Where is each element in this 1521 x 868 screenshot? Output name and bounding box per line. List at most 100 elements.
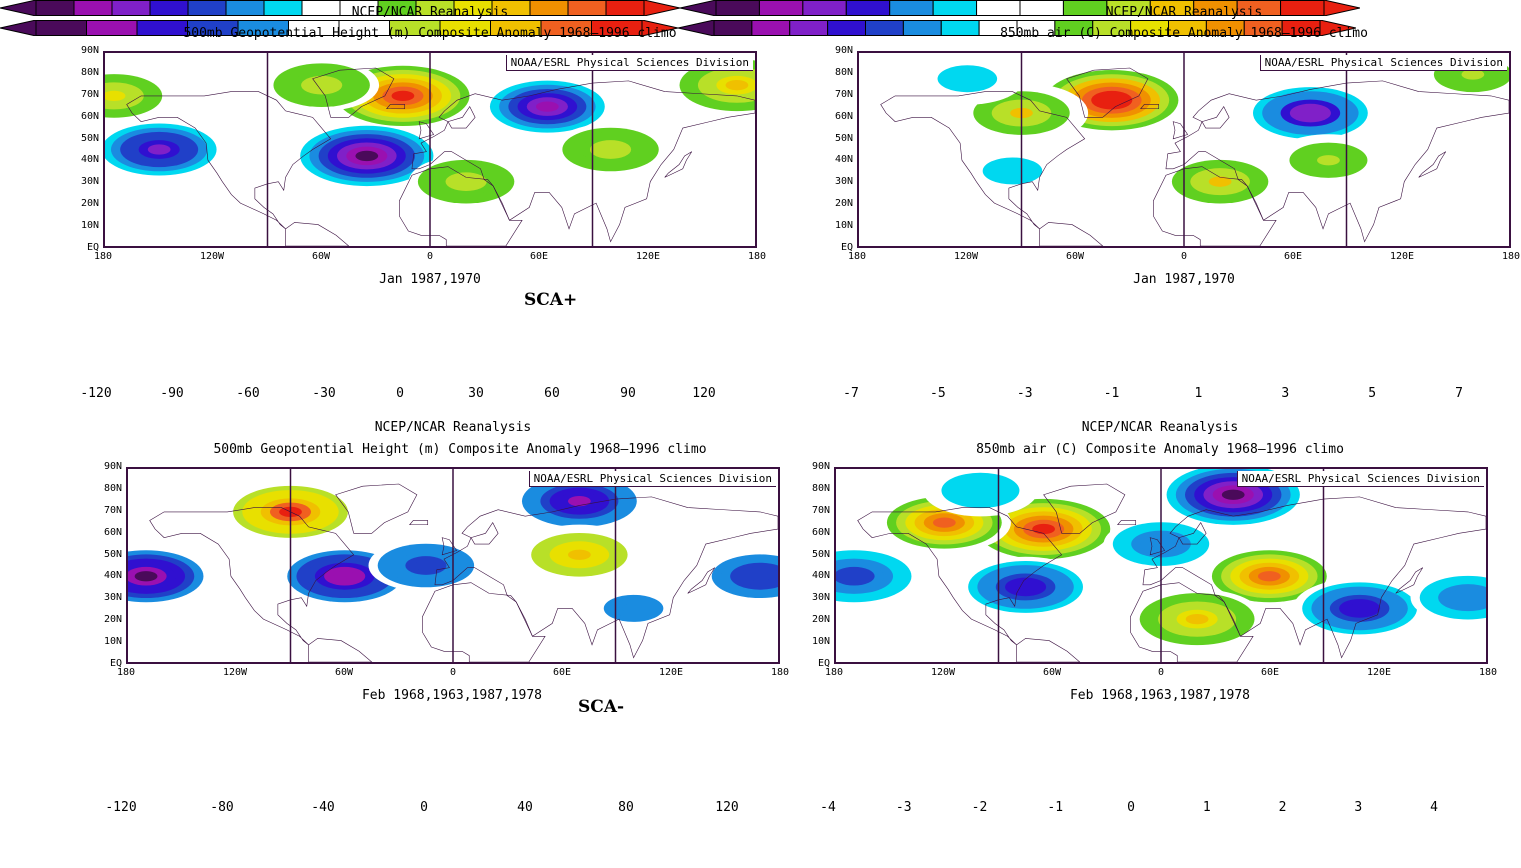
lon-tick-label: 120E	[1366, 667, 1392, 678]
coastline	[1173, 122, 1187, 139]
colorbar-tick-label: -4	[820, 800, 836, 815]
colorbar-arrow-high	[643, 0, 681, 17]
colorbar-tick-label: -40	[311, 800, 335, 815]
colorbar-tick-label: 7	[1455, 386, 1463, 401]
anomaly-contour	[599, 144, 622, 155]
lat-tick-label: 30N	[834, 176, 853, 188]
panel-title-line2: 850mb air (C) Composite Anomaly 1968–199…	[976, 442, 1344, 457]
anomaly-contour	[1208, 176, 1232, 187]
lon-tick-label: 180	[93, 251, 113, 262]
colorbar-tick-label: -7	[843, 386, 859, 401]
composite-dates: Jan 1987,1970	[379, 272, 481, 287]
colorbar-tick-label: -3	[895, 800, 912, 815]
anomaly-contour	[568, 549, 591, 560]
coastline	[1044, 484, 1125, 533]
coastline	[448, 107, 475, 128]
lat-tick-label: 20N	[811, 614, 830, 626]
anomaly-contour	[310, 80, 334, 91]
lon-tick-label: 180	[747, 251, 767, 262]
coastline	[881, 92, 1085, 229]
panel-850mb-sca-minus: NCEP/NCAR Reanalysis 850mb air (C) Compo…	[834, 420, 1488, 703]
axis-labels: 90N 80N 70N 60N 50N 40N 30N 20N 10N EQ 180 120W 60W 0…	[0, 0, 1521, 815]
lat-tick-label: 70N	[811, 504, 830, 516]
lon-tick-label: 60W	[311, 251, 331, 262]
anomaly-contour	[454, 176, 478, 187]
lon-tick-label: 0	[449, 667, 457, 678]
lon-tick-label: 180	[116, 667, 136, 678]
anomaly-contour	[955, 73, 979, 84]
coastline	[1202, 107, 1229, 128]
lat-tick-label: 70N	[80, 88, 99, 100]
anomaly-contour	[1032, 523, 1056, 535]
colorbar-tick-label: -1	[1047, 800, 1064, 815]
lat-tick-label: 60N	[834, 110, 853, 122]
colorbar-tick-label: 120	[692, 386, 716, 401]
coastline	[1040, 222, 1103, 246]
colorbar-tick-label: 80	[618, 800, 634, 815]
lat-tick-label: 80N	[103, 482, 122, 494]
coastline	[688, 568, 715, 594]
lat-tick-label: 40N	[834, 154, 853, 166]
lon-tick-label: 120W	[222, 667, 248, 678]
lat-tick-label: 50N	[834, 132, 853, 144]
lat-tick-label: 50N	[811, 548, 830, 560]
lat-tick-label: 30N	[80, 176, 99, 188]
credit-label: NOAA/ESRL Physical Sciences Division	[1236, 471, 1484, 487]
panel-title-line2: 500mb Geopotential Height (m) Composite …	[183, 26, 677, 41]
composite-dates: Feb 1968,1963,1987,1978	[361, 688, 542, 703]
coastline	[410, 520, 428, 524]
lat-tick-label: 40N	[811, 570, 830, 582]
colorbar-tick-label: -90	[160, 386, 184, 401]
anomaly-contour	[1456, 592, 1480, 603]
colorbar-tick-label: 0	[1127, 800, 1135, 815]
lon-tick-label: 180	[824, 667, 844, 678]
lat-tick-label: 20N	[80, 198, 99, 210]
lon-tick-label: 60E	[1283, 251, 1303, 262]
colorbar-tick-label: -2	[971, 800, 988, 815]
coastline	[1396, 568, 1423, 594]
coastline	[1153, 167, 1276, 246]
anomaly-contour	[333, 571, 357, 582]
anomaly-contour	[725, 80, 749, 91]
lat-tick-label: 60N	[103, 526, 122, 538]
colorbar-tick-label: 0	[396, 386, 404, 401]
lat-tick-label: 40N	[103, 570, 122, 582]
lon-tick-label: 60E	[552, 667, 572, 678]
colorbar-tick-label: 90	[620, 386, 636, 401]
panel-title-line1: NCEP/NCAR Reanalysis	[374, 420, 532, 435]
coastline	[1179, 523, 1206, 544]
lon-tick-label: 120E	[1389, 251, 1415, 262]
lon-tick-label: 180	[770, 667, 790, 678]
panel-title-line1: NCEP/NCAR Reanalysis	[351, 5, 509, 20]
lat-tick-label: 10N	[834, 220, 853, 232]
colorbar-tick-label: 120	[715, 800, 739, 815]
coastline	[336, 484, 417, 533]
lat-tick-label: 70N	[834, 88, 853, 100]
lat-tick-label: 50N	[80, 132, 99, 144]
colorbar-tick-label: 4	[1430, 800, 1438, 815]
coastline	[286, 222, 349, 246]
composite-dates: Feb 1968,1963,1987,1978	[1069, 688, 1250, 703]
colorbar-tick-label: 1	[1202, 800, 1211, 815]
coastline	[150, 508, 354, 645]
lat-tick-label: 80N	[811, 482, 830, 494]
anomaly-contour	[892, 155, 916, 166]
lon-tick-label: 0	[426, 251, 434, 262]
lat-tick-label: 20N	[834, 198, 853, 210]
anomaly-contour	[1014, 581, 1037, 593]
credit-label: NOAA/ESRL Physical Sciences Division	[1259, 55, 1507, 71]
anomaly-contour	[969, 485, 992, 496]
anomaly-contour	[535, 101, 559, 112]
composite-dates: Jan 1987,1970	[1133, 272, 1235, 287]
panel-title-line2: 500mb Geopotential Height (m) Composite …	[213, 442, 707, 457]
anomaly-contour	[932, 517, 956, 528]
panel-title-line1: NCEP/NCAR Reanalysis	[1105, 5, 1263, 20]
colorbar-tick-label: 3	[1354, 800, 1363, 815]
map-svg	[836, 469, 1486, 662]
map-svg	[128, 469, 778, 662]
anomaly-contour	[355, 150, 379, 162]
lon-tick-label: 120W	[199, 251, 225, 262]
lon-tick-label: 120E	[658, 667, 684, 678]
lat-tick-label: 70N	[103, 504, 122, 516]
colorbar-svg	[677, 19, 1357, 37]
